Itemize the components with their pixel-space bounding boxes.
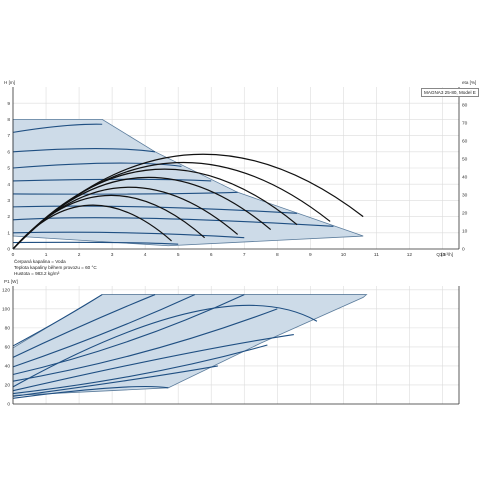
pump-curve: [12, 385, 169, 399]
y2-tick-label: 80: [462, 103, 468, 109]
x-axis-label: Q [m³/h]: [436, 252, 453, 257]
x-tick-label: 5: [177, 252, 180, 258]
pump-curve: [12, 241, 179, 245]
model-label: MAGNA3 25-80, Model E: [421, 88, 479, 97]
y-axis-label: H [m]: [4, 80, 15, 85]
x-tick-label: 9: [309, 252, 312, 258]
y2-tick-label: 50: [462, 157, 468, 163]
pump-curve: [12, 294, 103, 347]
y2-axis-label: eta [%]: [462, 80, 476, 85]
operating-area: [12, 294, 368, 396]
pump-curve: [12, 344, 268, 395]
y-tick-label: 9: [7, 101, 10, 107]
x-tick-label: 10: [341, 252, 347, 258]
x-tick-label: 7: [243, 252, 246, 258]
y-tick-label: 5: [7, 166, 10, 172]
y2-tick-label: 40: [462, 175, 468, 181]
y-tick-label: 4: [7, 182, 10, 188]
y-tick-label: 20: [5, 383, 11, 389]
y-tick-label: 80: [5, 325, 11, 331]
fluid-info-line-3: Hustota = 983.2 kg/m³: [14, 271, 60, 276]
y2-tick-label: 30: [462, 193, 468, 199]
y2-tick-label: 0: [462, 247, 465, 253]
x-tick-label: 6: [210, 252, 213, 258]
x-tick-label: 1: [45, 252, 48, 258]
pump-curve: [12, 148, 156, 153]
pump-curve: [12, 365, 218, 397]
x-tick-label: 13: [440, 252, 446, 258]
y-tick-label: 0: [7, 402, 10, 408]
y-tick-label: 40: [5, 364, 11, 370]
x-tick-label: 4: [144, 252, 147, 258]
efficiency-curve: [12, 204, 172, 250]
y2-tick-label: 20: [462, 211, 468, 217]
pump-curve: [12, 294, 195, 368]
pump-curve: [12, 123, 103, 133]
y2-tick-label: 10: [462, 229, 468, 235]
pump-curve: [12, 231, 245, 239]
y-tick-label: 6: [7, 149, 10, 155]
y-tick-label: 2: [7, 214, 10, 220]
power-panel: 0 20 40 60 80 100 120 P1 [W]: [2, 279, 460, 408]
x-tick-label: 8: [276, 252, 279, 258]
pump-curve: [12, 205, 298, 214]
y-axis-label: P1 [W]: [4, 279, 18, 284]
x-tick-label: 2: [78, 252, 81, 258]
x-tick-label: 3: [111, 252, 114, 258]
y-tick-label: 0: [7, 247, 10, 253]
pump-curve: [12, 304, 318, 388]
y2-tick-label: 70: [462, 121, 468, 127]
y-tick-label: 8: [7, 117, 10, 123]
y-tick-label: 60: [5, 345, 11, 351]
fluid-info-line-2: Teplota kapaliny během provozu = 60 °C: [14, 265, 97, 270]
y-tick-label: 100: [2, 306, 10, 312]
x-tick-label: 0: [12, 252, 15, 258]
y-tick-label: 7: [7, 133, 10, 139]
x-tick-label: 11: [374, 252, 379, 258]
pump-curve: [12, 294, 156, 358]
pump-curve: [12, 333, 294, 392]
pump-curve: [12, 308, 278, 382]
pump-curve: [12, 217, 334, 227]
y-tick-label: 3: [7, 198, 10, 204]
x-tick-label: 12: [407, 252, 413, 258]
y-tick-label: 120: [2, 287, 10, 293]
pump-curve: [12, 191, 238, 195]
pump-curve: [12, 162, 182, 169]
y2-tick-label: 60: [462, 139, 468, 145]
y-tick-label: 1: [7, 230, 10, 236]
fluid-info-line-1: Čerpaná kapalina = Voda: [14, 259, 66, 264]
